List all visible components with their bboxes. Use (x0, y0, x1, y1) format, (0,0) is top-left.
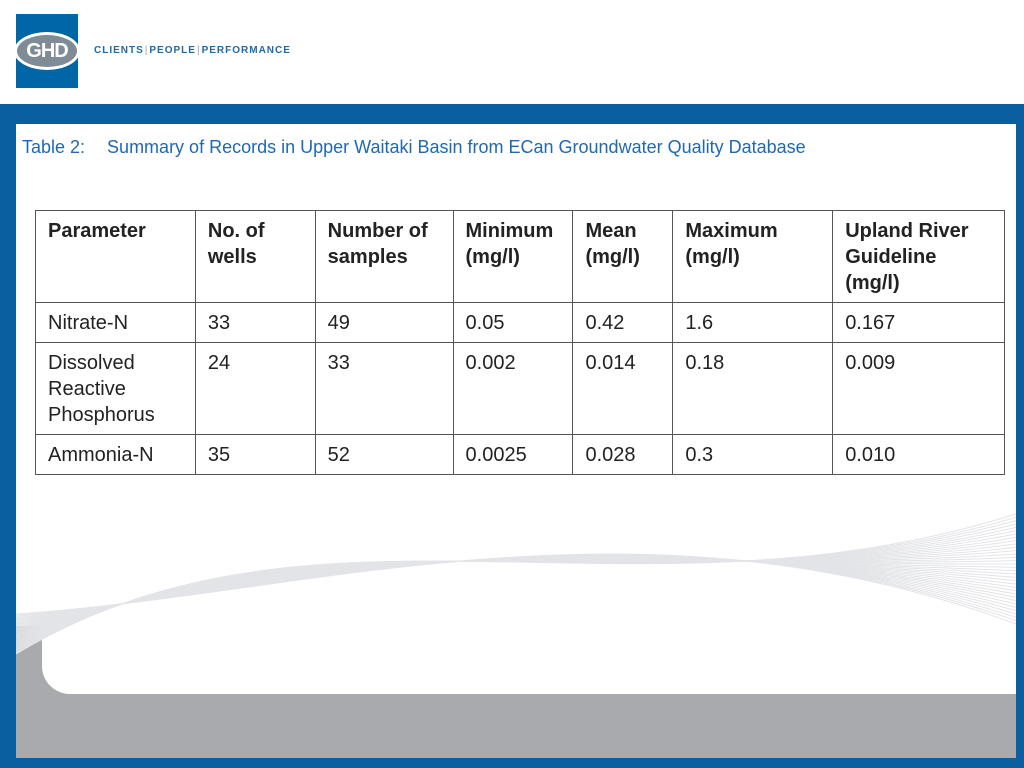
table-cell-wells: 33 (194, 302, 316, 343)
decorative-waves (16, 513, 1016, 655)
table-cell-samples: 52 (314, 434, 454, 475)
table-cell-guideline: 0.009 (832, 342, 1005, 435)
slide-title: Table 2: Summary of Records in Upper Wait… (22, 137, 806, 158)
header-line: Guideline (845, 246, 937, 268)
cell-line: 0.0025 (465, 444, 527, 466)
tagline-clients: CLIENTS (94, 45, 144, 56)
column-header-wells: No. of wells (194, 210, 316, 303)
table-cell-parameter: Ammonia-N (35, 434, 196, 475)
cell-line: 0.028 (585, 444, 636, 466)
column-header-mean: Mean (mg/l) (572, 210, 674, 303)
logo-oval: GHD (16, 32, 78, 70)
table-row: Ammonia-N 35 52 0.0025 0.028 0.3 0.010 (35, 434, 1005, 475)
header-line: Maximum (685, 220, 778, 242)
cell-line: 33 (207, 312, 231, 334)
tagline-performance: PERFORMANCE (201, 45, 291, 56)
table-number: Table 2: (22, 137, 86, 157)
header-line: (mg/l) (845, 272, 900, 294)
header-line: Mean (585, 220, 637, 242)
table-cell-maximum: 1.6 (672, 302, 834, 343)
column-header-guideline: Upland River Guideline (mg/l) (832, 210, 1005, 303)
tagline-people: PEOPLE (149, 45, 196, 56)
tagline-divider: | (144, 45, 149, 56)
cell-line: 0.05 (465, 312, 505, 334)
slide-frame: Table 2: Summary of Records in Upper Wait… (0, 104, 1024, 768)
wave-line (16, 513, 1016, 655)
column-header-minimum: Minimum (mg/l) (452, 210, 574, 303)
cell-line: 33 (327, 352, 350, 374)
wave-line (16, 553, 1016, 625)
cell-line: Ammonia-N (48, 444, 154, 466)
table-cell-minimum: 0.002 (452, 342, 574, 435)
tagline-divider: | (196, 45, 201, 56)
table-cell-mean: 0.028 (572, 434, 674, 475)
cell-line: 49 (327, 312, 350, 334)
content-panel: Table 2: Summary of Records in Upper Wait… (16, 124, 1016, 758)
cell-line: 1.6 (685, 312, 714, 334)
wave-line (16, 526, 1016, 650)
header-line: No. of (207, 220, 265, 242)
table-cell-parameter: Dissolved Reactive Phosphorus (35, 342, 196, 435)
table-cell-wells: 35 (194, 434, 316, 475)
header-line: Upland River (845, 220, 969, 242)
table-cell-minimum: 0.05 (452, 302, 574, 343)
table-cell-mean: 0.014 (572, 342, 674, 435)
summary-table: Parameter No. of wells Number of samples Mini… (35, 210, 1005, 475)
table-row: Nitrate-N 33 49 0.05 0.42 1.6 0.167 (35, 302, 1005, 343)
table-caption: Summary of Records in Upper Waitaki Basi… (107, 137, 806, 157)
header-line: (mg/l) (465, 246, 520, 268)
wave-line (16, 520, 1016, 653)
cell-line: 0.010 (845, 444, 896, 466)
column-header-samples: Number of samples (314, 210, 454, 303)
column-header-parameter: Parameter (35, 210, 196, 303)
cell-line: 0.002 (465, 352, 516, 374)
logo-text: GHD (17, 35, 77, 67)
table-cell-parameter: Nitrate-N (35, 302, 196, 343)
table-body: Nitrate-N 33 49 0.05 0.42 1.6 0.167 Dissolved Re… (35, 302, 1005, 475)
table-cell-maximum: 0.3 (672, 434, 834, 475)
table-cell-guideline: 0.010 (832, 434, 1005, 475)
cell-line: 24 (207, 352, 231, 374)
cell-line: 0.18 (685, 352, 725, 374)
tagline: CLIENTS|PEOPLE|PERFORMANCE (94, 45, 291, 56)
cell-line: Dissolved (48, 352, 135, 374)
cell-line: 0.009 (845, 352, 896, 374)
slide-header: GHD CLIENTS|PEOPLE|PERFORMANCE (0, 0, 1024, 104)
cell-line: 0.014 (585, 352, 636, 374)
cell-line: 0.3 (685, 444, 714, 466)
table-cell-wells: 24 (194, 342, 316, 435)
header-line: (mg/l) (685, 246, 740, 268)
table-cell-guideline: 0.167 (832, 302, 1005, 343)
cell-line: 52 (327, 444, 350, 466)
table-header-row: Parameter No. of wells Number of samples Mini… (35, 210, 1005, 303)
cell-line: Phosphorus (48, 404, 155, 426)
header-line: samples (327, 246, 408, 268)
cell-line: 0.167 (845, 312, 896, 334)
table-cell-mean: 0.42 (572, 302, 674, 343)
column-header-maximum: Maximum (mg/l) (672, 210, 834, 303)
header-line: (mg/l) (585, 246, 640, 268)
footer-curve (42, 604, 1016, 694)
header-line: Parameter (48, 220, 146, 242)
cell-line: 0.42 (585, 312, 625, 334)
cell-line: Reactive (48, 378, 126, 400)
header-line: Minimum (465, 220, 554, 242)
cell-line: Nitrate-N (48, 312, 129, 334)
table-cell-maximum: 0.18 (672, 342, 834, 435)
ghd-logo: GHD (16, 14, 78, 88)
header-line: Number of (327, 220, 428, 242)
header-line: wells (207, 246, 257, 268)
wave-line (16, 516, 1016, 654)
wave-line (16, 523, 1016, 651)
table-cell-minimum: 0.0025 (452, 434, 574, 475)
table-cell-samples: 49 (314, 302, 454, 343)
cell-line: 35 (207, 444, 231, 466)
table-cell-samples: 33 (314, 342, 454, 435)
table-row: Dissolved Reactive Phosphorus 24 33 0.002 0.01… (35, 342, 1005, 435)
